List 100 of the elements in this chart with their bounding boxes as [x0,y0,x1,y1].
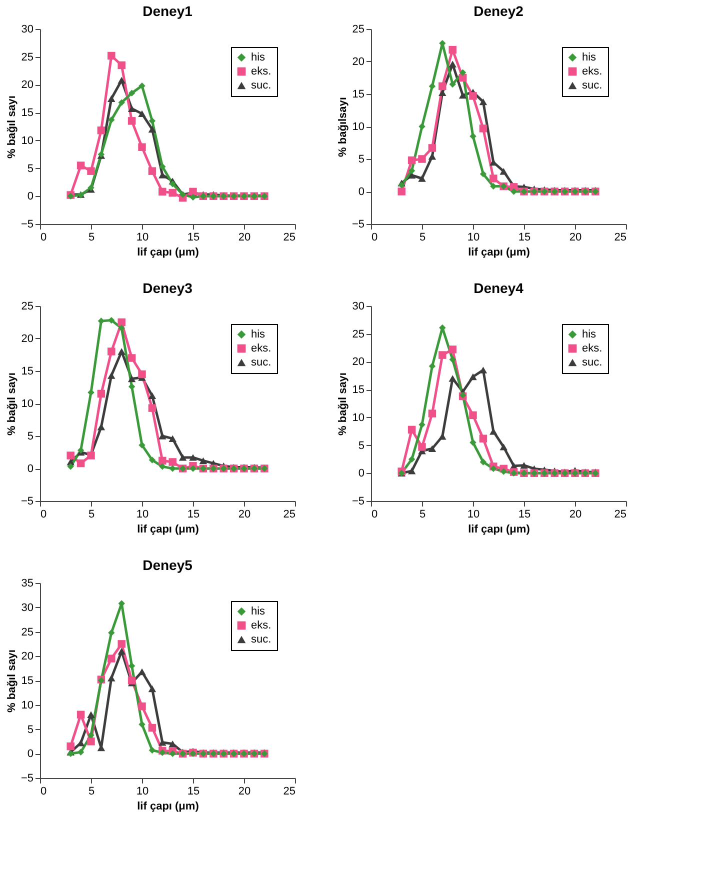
point [138,82,146,90]
point [500,444,508,450]
point [190,194,196,201]
point [76,710,85,718]
point [159,463,166,470]
chart-title: Deney5 [142,557,193,573]
point [490,428,498,435]
point [148,167,156,175]
point [159,749,166,756]
point [418,155,426,163]
point [97,126,106,134]
point [448,375,456,382]
point [189,454,197,461]
point [449,80,456,88]
x-axis-title: lif çapı (μm) [137,800,200,812]
point [480,170,487,178]
x-tick-label: 20 [238,786,251,798]
point [448,346,456,354]
x-tick-label: 5 [88,786,95,798]
point [128,383,136,390]
y-tick-label: 10 [21,134,34,147]
point [138,370,146,378]
point [148,404,156,412]
x-tick-label: 0 [40,786,47,798]
point [138,668,146,676]
y-tick-label: 25 [352,24,364,36]
point [428,445,436,452]
point [108,116,115,124]
point [108,372,116,379]
point [398,188,406,196]
point [128,117,136,125]
point [108,654,116,662]
point [76,459,85,468]
point [418,123,426,130]
y-axis-title: % bağıl sayı [336,372,349,436]
point [87,167,95,175]
point [148,126,156,133]
point [168,435,176,442]
point [108,674,116,682]
point [500,468,507,475]
x-tick-label: 25 [283,232,296,244]
point [408,156,416,164]
point [108,348,116,356]
point [128,105,136,112]
point [438,351,446,359]
chart-title: Deney1 [142,3,193,19]
point [479,98,488,106]
point [428,362,436,370]
legend-label: suc. [251,356,272,368]
x-tick-label: 5 [419,232,426,244]
point [448,46,456,54]
x-tick-label: 20 [238,508,251,520]
point [108,316,115,324]
x-tick-label: 25 [283,786,296,798]
y-axis-title: % bağılsayı [336,97,349,157]
point [418,421,426,428]
point [88,389,94,396]
point [148,456,156,464]
x-axis-title: lif çapı (μm) [137,246,200,258]
y-tick-label: 5 [27,430,34,442]
y-tick-label: 15 [352,88,364,100]
point [480,458,487,466]
point [479,366,488,374]
point [168,188,176,197]
point [470,132,476,140]
point [118,640,126,648]
point [148,724,156,732]
point [148,392,156,400]
point [428,82,436,90]
point [500,168,508,175]
chart-title: Deney2 [474,3,524,19]
y-tick-label: 25 [21,626,34,638]
point [408,167,416,174]
point [408,426,416,434]
point [428,144,436,152]
x-tick-label: 10 [467,508,480,520]
x-axis-title: lif çapı (μm) [468,524,530,536]
point [169,180,176,188]
point [67,463,74,470]
y-tick-label: 30 [21,602,34,614]
point [428,153,436,160]
point [118,99,125,106]
point [510,188,518,195]
point [97,424,106,430]
y-tick-label: 15 [352,384,364,396]
y-tick-label: 20 [21,333,34,345]
x-tick-label: 25 [614,508,626,520]
y-tick-label: 30 [21,24,34,36]
point [97,390,106,398]
point [479,434,488,442]
point [428,410,436,418]
y-tick-label: 20 [352,356,364,368]
legend-label: suc. [251,634,272,646]
point [148,118,156,124]
point [418,175,426,182]
point [168,458,176,466]
x-tick-label: 0 [40,232,47,244]
point [148,685,156,692]
y-tick-label: 0 [27,463,34,475]
y-tick-label: 10 [21,398,34,410]
